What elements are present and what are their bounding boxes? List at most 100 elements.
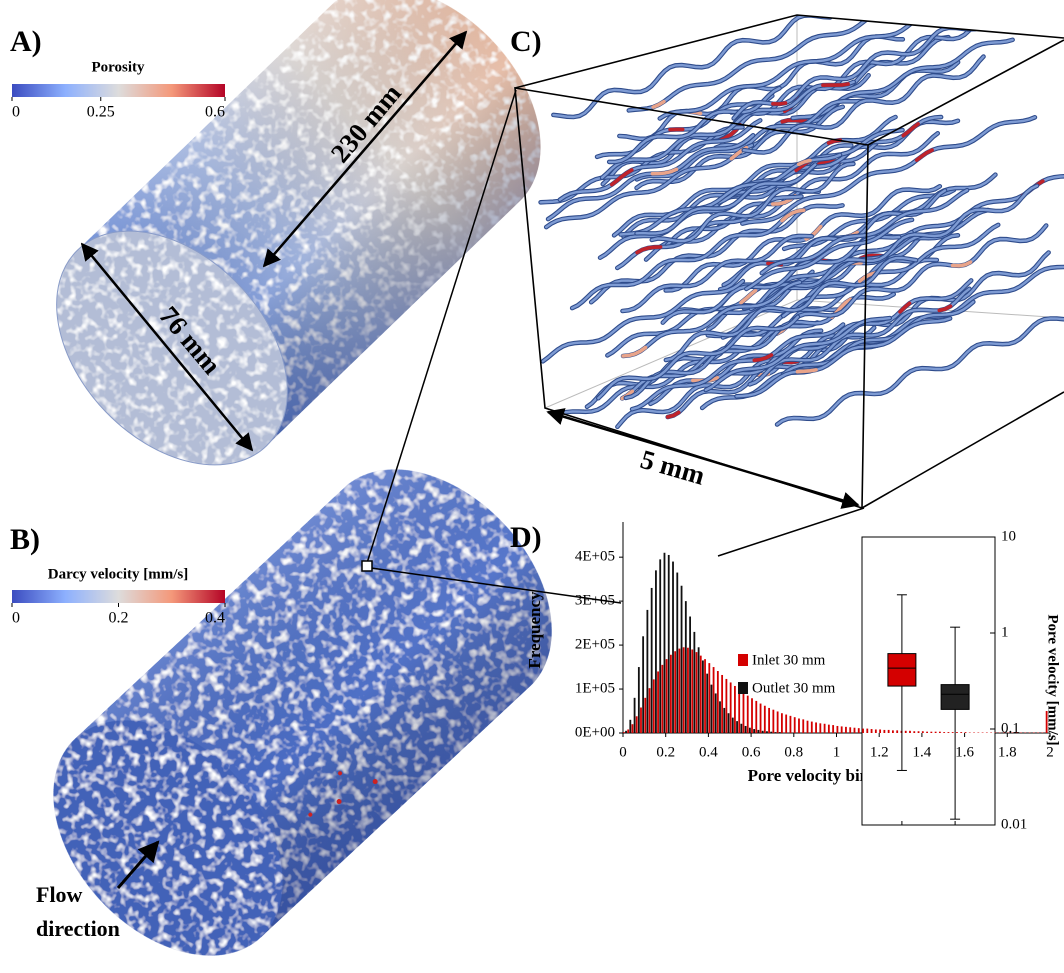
colorbar [12, 590, 225, 603]
histogram-bar [947, 732, 950, 733]
histogram-bar [710, 684, 713, 733]
streamline [627, 15, 876, 112]
streamline [608, 87, 781, 164]
histogram-bar [680, 585, 683, 733]
histogram-bar [678, 648, 681, 733]
histogram-bar [819, 723, 822, 733]
histogram-bar [763, 705, 766, 733]
streamline [658, 21, 913, 120]
histogram-bar [761, 730, 764, 733]
histogram-bar [862, 728, 864, 733]
flow-label: Flow [36, 882, 83, 907]
porosity-cylinder [56, 0, 541, 466]
streamline [721, 258, 938, 339]
legend-swatch [738, 654, 748, 666]
panel-label: B) [10, 523, 40, 556]
dimension-arrow [262, 30, 468, 268]
streamline [782, 223, 1000, 318]
y-tick-label: 4E+05 [575, 549, 615, 565]
histogram-bar [635, 716, 638, 733]
streamline-hot [780, 118, 810, 124]
streamline-hot [914, 148, 934, 162]
histogram-bar [774, 732, 777, 733]
histogram-bar [689, 616, 691, 733]
y2-tick-label: 0.01 [1001, 816, 1027, 832]
histogram-bar [672, 561, 674, 733]
histogram-bar [667, 554, 670, 733]
histogram-bar [748, 727, 751, 733]
histogram-bar [650, 587, 653, 733]
streamline-hot [898, 301, 912, 314]
histogram-bar [823, 723, 826, 733]
histogram-bar [712, 667, 715, 733]
histogram-bar [652, 679, 655, 733]
streamline [745, 218, 914, 291]
panel-label: A) [10, 25, 42, 58]
histogram-bar [719, 701, 721, 733]
streamline [612, 115, 897, 237]
streamline [635, 105, 844, 190]
streamline-hot [752, 353, 774, 363]
streamline-hot [821, 82, 850, 87]
connector [717, 507, 865, 557]
colorbar-title: Porosity [91, 59, 145, 75]
histogram-bar [716, 671, 719, 733]
histogram-bar [960, 732, 963, 733]
colorbar-tick-label: 0.2 [109, 610, 129, 627]
histogram-bar [892, 730, 894, 733]
streamline [792, 224, 1048, 321]
histogram-bar [879, 729, 882, 733]
colorbar [12, 84, 225, 97]
histogram-bar [810, 721, 813, 733]
histogram-bar [1045, 711, 1048, 733]
colorbar-tick-label: 0.6 [205, 104, 225, 121]
streamline [558, 119, 762, 201]
y-tick-label: 0E+00 [575, 724, 615, 740]
histogram-bar [714, 693, 717, 733]
streamline-hot [796, 158, 812, 167]
histogram-bar [627, 729, 630, 733]
y-tick-label: 3E+05 [575, 593, 615, 609]
histogram-bar [665, 659, 668, 733]
histogram-bar [943, 732, 946, 733]
histogram-bar [866, 728, 869, 733]
histogram-bar [759, 703, 762, 733]
streamline [552, 15, 832, 119]
histogram-bar [697, 647, 700, 733]
histogram-bar [729, 682, 732, 733]
histogram-bar [934, 731, 937, 733]
streamline [618, 35, 904, 140]
histogram-bar [736, 721, 738, 733]
histogram-bar [701, 660, 704, 733]
histogram-bar [778, 732, 781, 733]
y2-tick-label: 0.1 [1001, 720, 1020, 736]
histogram-bar [874, 729, 877, 733]
streamline [650, 162, 855, 243]
x-tick-label: 0.2 [656, 744, 675, 760]
legend-swatch [738, 682, 748, 694]
streamline [546, 134, 755, 221]
streamline [664, 185, 941, 292]
histogram-bar [742, 692, 745, 733]
streamline-hot [780, 208, 806, 223]
histogram-bar [857, 728, 860, 733]
streamline [664, 256, 918, 362]
histogram-bar [938, 731, 941, 733]
histogram-bar [883, 729, 886, 733]
legend-label: Outlet 30 mm [752, 680, 836, 696]
histogram-bar [845, 726, 847, 733]
histogram-bar [657, 671, 659, 733]
dimension-arrow [80, 242, 254, 452]
histogram-bar [770, 731, 773, 733]
x-tick-label: 0.8 [784, 744, 803, 760]
histogram-bar [740, 723, 743, 733]
histogram-bar [840, 726, 843, 733]
histogram-bar [738, 689, 741, 733]
dimension-arrow [546, 408, 860, 509]
histogram-bar [815, 722, 817, 733]
connector [366, 89, 517, 564]
histogram-bar [734, 685, 736, 733]
streamline [742, 55, 985, 154]
box [887, 653, 917, 687]
y-axis-title: Frequency [525, 591, 544, 669]
